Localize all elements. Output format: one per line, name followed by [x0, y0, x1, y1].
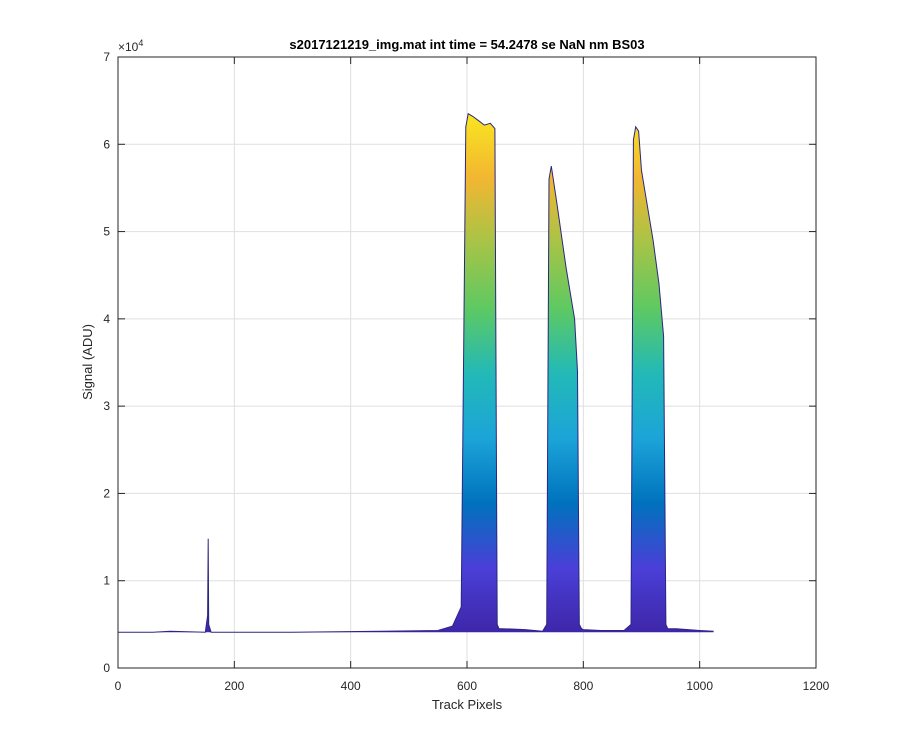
- y-tick-label: 7: [103, 50, 110, 64]
- y-exponent-label: ×104: [118, 38, 143, 54]
- y-exponent-base: ×10: [118, 40, 139, 54]
- x-tick-label: 1000: [686, 679, 713, 693]
- y-tick-labels: 0 1 2 3 4 5 6 7: [103, 50, 110, 675]
- x-tick-labels: 0 200 400 600 800 1000 1200: [115, 679, 830, 693]
- x-tick-label: 600: [457, 679, 477, 693]
- y-exponent-power: 4: [138, 38, 143, 48]
- signal-area: [118, 113, 714, 633]
- chart-title: s2017121219_img.mat int time = 54.2478 s…: [289, 37, 644, 52]
- y-tick-label: 4: [103, 312, 110, 326]
- y-tick-label: 5: [103, 225, 110, 239]
- y-tick-label: 2: [103, 486, 110, 500]
- x-tick-label: 0: [115, 679, 122, 693]
- tick-marks: [117, 56, 817, 669]
- x-axis-label: Track Pixels: [432, 697, 503, 712]
- x-tick-label: 200: [224, 679, 244, 693]
- signal-outline: [118, 112, 714, 633]
- y-tick-label: 1: [103, 574, 110, 588]
- x-tick-label: 1200: [803, 679, 830, 693]
- y-tick-label: 6: [103, 137, 110, 151]
- y-tick-label: 0: [103, 661, 110, 675]
- x-tick-label: 800: [573, 679, 593, 693]
- x-tick-label: 400: [341, 679, 361, 693]
- y-tick-label: 3: [103, 399, 110, 413]
- y-axis-label: Signal (ADU): [80, 324, 95, 400]
